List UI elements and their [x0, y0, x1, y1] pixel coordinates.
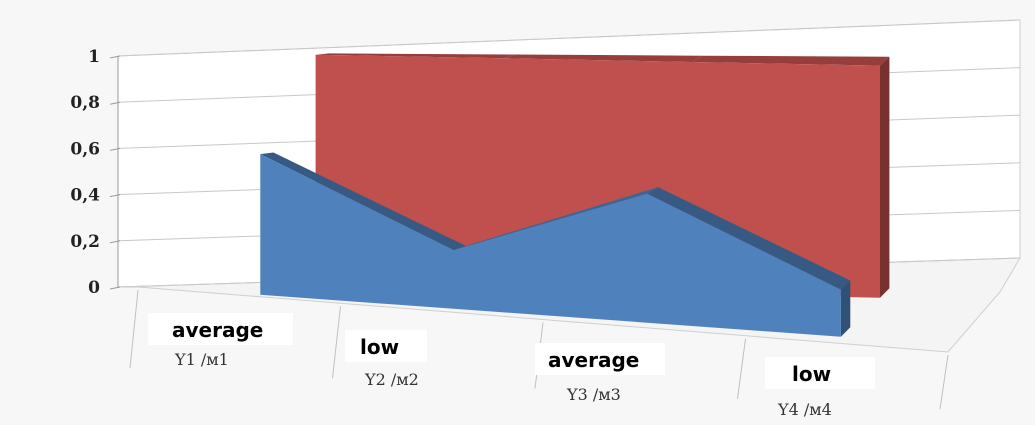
y-tick-label-1: 0,2 — [70, 232, 100, 252]
y-tick-mark-0 — [109, 286, 121, 290]
series-0-side — [880, 56, 890, 298]
category-label-bg-1 — [345, 330, 427, 362]
category-divider-4 — [939, 354, 949, 410]
category-divider-0 — [129, 289, 139, 369]
category-label-bg-0 — [148, 313, 293, 345]
category-label-3: low — [792, 362, 831, 386]
category-label-1: low — [360, 335, 399, 359]
series-1-top-1 — [453, 187, 658, 251]
category-divider-1 — [332, 306, 341, 379]
y-tick-label-3: 0,6 — [70, 139, 100, 159]
category-label-bg-2 — [535, 343, 665, 375]
category-sublabel-3: Y4 /м4 — [777, 400, 832, 419]
category-label-0: average — [172, 318, 263, 342]
category-divider-3 — [737, 338, 746, 399]
y-tick-label-0: 0 — [88, 278, 100, 298]
axis-layer: 0 0,2 0,4 0,6 0,8 1 average Y1 /м1 low Y2 /м2 aver… — [70, 47, 949, 419]
y-tick-label-4: 0,8 — [70, 93, 100, 113]
series-1-top-0 — [260, 152, 466, 251]
gridline-5 — [117, 19, 1021, 57]
series-0-top-0 — [315, 53, 516, 59]
series-1 — [260, 152, 851, 337]
series-1-front — [260, 154, 841, 337]
series-1-side — [840, 280, 851, 337]
series-0-top-1 — [503, 54, 703, 62]
series-layer — [260, 53, 890, 337]
category-sublabel-0: Y1 /м1 — [174, 350, 229, 369]
y-tick-label-2: 0,4 — [70, 186, 100, 206]
category-sublabel-2: Y3 /м3 — [566, 385, 621, 404]
y-tick-label-5: 1 — [88, 47, 100, 67]
series-0-top-2 — [691, 55, 890, 66]
category-sublabel-1: Y2 /м2 — [364, 370, 419, 389]
category-label-2: average — [548, 348, 639, 372]
category-label-bg-3 — [765, 357, 875, 389]
series-1-top-2 — [647, 187, 851, 290]
